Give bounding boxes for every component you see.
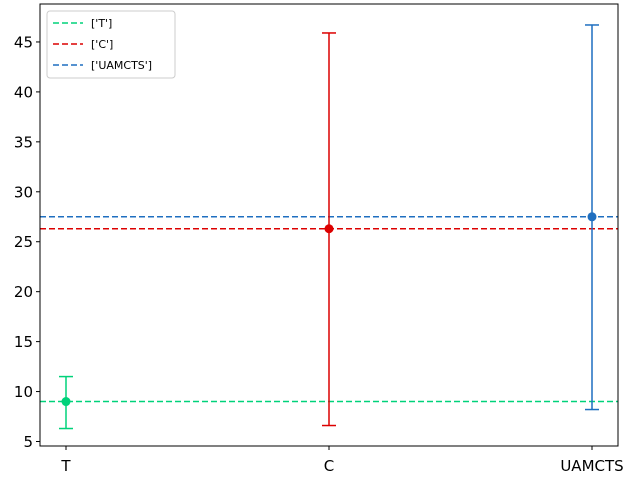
legend-label-1: ['C'] bbox=[91, 38, 113, 51]
plot-frame bbox=[39, 3, 619, 447]
mean-point-1 bbox=[324, 224, 334, 234]
legend-box bbox=[46, 10, 176, 79]
y-tick-label-5: 30 bbox=[14, 183, 33, 201]
y-tick-label-8: 45 bbox=[14, 33, 33, 51]
x-tick-label-1: C bbox=[324, 457, 334, 475]
x-tick-label-0: T bbox=[60, 457, 71, 475]
y-tick-label-1: 10 bbox=[14, 383, 33, 401]
legend-label-0: ['T'] bbox=[91, 17, 112, 30]
y-tick-label-3: 20 bbox=[14, 283, 33, 301]
x-tick-label-2: UAMCTS bbox=[560, 457, 623, 475]
legend: ['T'] ['C'] ['UAMCTS'] bbox=[46, 10, 176, 79]
y-tick-label-4: 25 bbox=[14, 233, 33, 251]
y-tick-label-0: 5 bbox=[23, 433, 33, 451]
legend-label-2: ['UAMCTS'] bbox=[91, 59, 152, 72]
mean-point-2 bbox=[587, 212, 597, 222]
y-tick-label-2: 15 bbox=[14, 333, 33, 351]
x-axis: T C UAMCTS bbox=[60, 446, 624, 475]
error-bars bbox=[59, 24, 599, 430]
y-tick-label-7: 40 bbox=[14, 83, 33, 101]
mean-point-0 bbox=[61, 397, 71, 407]
y-tick-label-6: 35 bbox=[14, 133, 33, 151]
y-axis: 5 10 15 20 25 30 35 40 45 bbox=[14, 33, 40, 451]
